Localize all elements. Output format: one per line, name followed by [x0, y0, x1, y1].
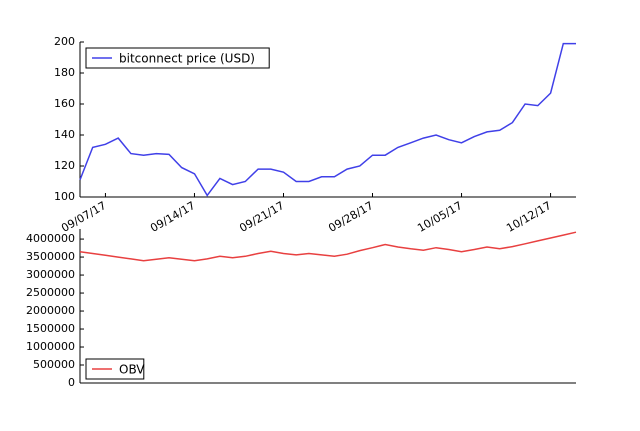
y-tick-label: 500000 [33, 358, 75, 371]
y-tick-label: 100 [54, 190, 75, 203]
y-tick-label: 3000000 [26, 268, 75, 281]
legend-box [85, 358, 145, 380]
y-tick-label: 2000000 [26, 304, 75, 317]
x-tick-label: 09/21/17 [237, 199, 286, 235]
x-tick-label: 09/28/17 [326, 199, 375, 235]
y-tick-label: 160 [54, 97, 75, 110]
y-tick-label: 3500000 [26, 250, 75, 263]
y-tick-label: 140 [54, 128, 75, 141]
x-tick-label: 10/05/17 [415, 199, 464, 235]
y-tick-label: 180 [54, 66, 75, 79]
line-series [79, 42, 576, 197]
y-tick-label: 2500000 [26, 286, 75, 299]
line-series [79, 231, 577, 262]
y-tick-label: 0 [68, 376, 75, 389]
x-tick-label: 09/07/17 [59, 199, 108, 235]
y-tick-label: 120 [54, 159, 75, 172]
y-tick-label: 1000000 [26, 340, 75, 353]
y-tick-label: 200 [54, 35, 75, 48]
y-tick-label: 1500000 [26, 322, 75, 335]
legend-label: OBV [119, 363, 145, 377]
x-tick-label: 10/12/17 [504, 199, 553, 235]
legend-box [85, 47, 270, 69]
legend-label: bitconnect price (USD) [119, 52, 255, 66]
x-tick-label: 09/14/17 [148, 199, 197, 235]
y-tick-label: 4000000 [26, 232, 75, 245]
